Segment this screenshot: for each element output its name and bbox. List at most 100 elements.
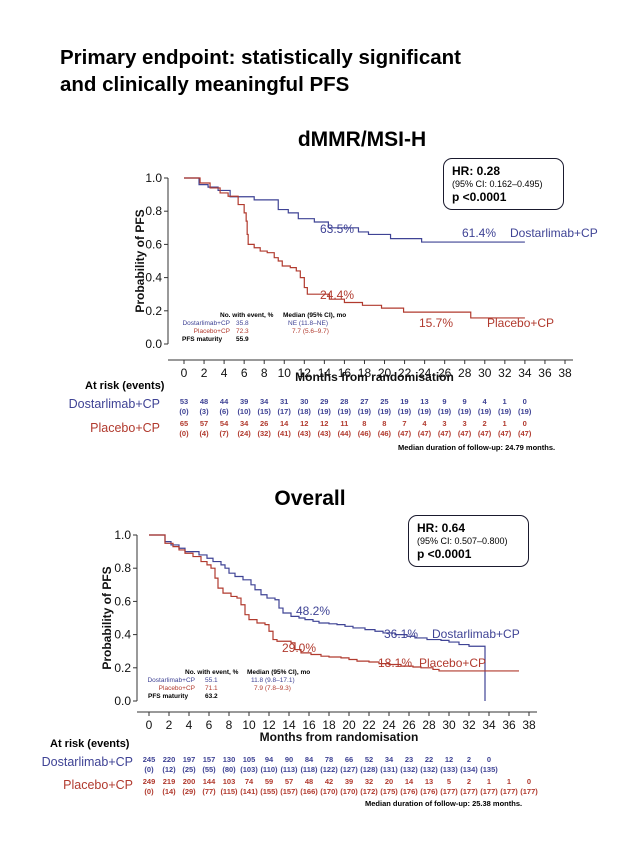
x-tick-label: 2	[201, 366, 208, 380]
at-risk-cell: 245 (0)	[137, 755, 161, 775]
page-title-line1: Primary endpoint: statistically signific…	[60, 46, 461, 69]
at-risk-events: (170)	[320, 787, 338, 796]
at-risk-cell: 1 (177)	[497, 777, 521, 797]
at-risk-events: (115)	[220, 787, 238, 796]
at-risk-count: 34	[239, 419, 249, 428]
event-table-overall: No. with event, % Median (95% CI), mo Do…	[130, 669, 340, 701]
at-risk-count: 53	[179, 397, 189, 406]
x-tick-label: 2	[166, 718, 173, 732]
at-risk-events: (47)	[477, 429, 492, 438]
at-risk-count: 54	[219, 419, 229, 428]
at-risk-count: 32	[364, 777, 374, 786]
at-risk-cell: 31 (17)	[272, 397, 296, 417]
series-label: Dostarlimab+CP	[432, 627, 520, 641]
at-risk-count: 0	[526, 777, 532, 786]
at-risk-cell: 53 (0)	[172, 397, 196, 417]
at-risk-cell: 12 (133)	[437, 755, 461, 775]
at-risk-events: (17)	[277, 407, 291, 416]
at-risk-count: 5	[446, 777, 452, 786]
y-tick-label: 0.6	[145, 237, 162, 251]
at-risk-count: 1	[502, 419, 507, 428]
at-risk-count: 0	[522, 397, 527, 406]
km-curve-dostarlimab-cp	[184, 177, 525, 243]
x-tick-label: 24	[418, 366, 432, 380]
x-tick-label: 36	[538, 366, 552, 380]
at-risk-count: 65	[179, 419, 189, 428]
x-tick-label: 18	[358, 366, 372, 380]
at-risk-cell: 30 (18)	[292, 397, 316, 417]
at-risk-count: 4	[482, 397, 487, 406]
at-risk-cell: 11 (44)	[332, 419, 356, 439]
x-tick-label: 28	[458, 366, 472, 380]
percent-annotation: 18.1%	[378, 656, 412, 670]
percent-annotation: 63.5%	[320, 222, 354, 236]
at-risk-events: (15)	[257, 407, 271, 416]
followup-note-overall: Median duration of follow-up: 25.38 mont…	[365, 799, 523, 808]
at-risk-cell: 0 (135)	[477, 755, 501, 775]
at-risk-cell: 90 (113)	[277, 755, 301, 775]
at-risk-count: 1	[502, 397, 507, 406]
at-risk-cell: 4 (19)	[473, 397, 497, 417]
at-risk-events: (172)	[360, 787, 378, 796]
at-risk-cell: 8 (46)	[372, 419, 396, 439]
y-tick-label: 0.8	[145, 204, 162, 218]
at-risk-events: (46)	[357, 429, 372, 438]
percent-annotation: 61.4%	[462, 226, 496, 240]
at-risk-events: (55)	[202, 765, 216, 774]
at-risk-count: 9	[462, 397, 467, 406]
at-risk-count: 249	[142, 777, 156, 786]
percent-annotation: 48.2%	[296, 604, 330, 618]
x-tick-label: 16	[302, 718, 316, 732]
at-risk-count: 29	[320, 397, 329, 406]
x-tick-label: 0	[146, 718, 153, 732]
at-risk-count: 84	[304, 755, 314, 764]
y-tick-label: 0.4	[145, 271, 162, 285]
at-risk-events: (113)	[280, 765, 298, 774]
at-risk-events: (19)	[518, 407, 532, 416]
chart-title-overall: Overall	[274, 487, 346, 510]
at-risk-cell: 9 (19)	[433, 397, 457, 417]
y-tick-label: 0.8	[114, 561, 131, 575]
at-risk-events: (127)	[340, 765, 358, 774]
at-risk-count: 13	[420, 397, 429, 406]
at-risk-events: (47)	[417, 429, 432, 438]
page-title-line2: and clinically meaningful PFS	[60, 73, 350, 96]
at-risk-heading-dmmr: At risk (events)	[85, 380, 165, 392]
x-tick-label: 18	[322, 718, 336, 732]
at-risk-count: 31	[280, 397, 289, 406]
at-risk-events: (170)	[340, 787, 358, 796]
at-risk-count: 23	[404, 755, 414, 764]
km-curve-placebo-cp	[184, 177, 525, 319]
at-risk-cell: 12 (43)	[312, 419, 336, 439]
at-risk-events: (19)	[397, 407, 412, 416]
at-risk-cell: 2 (134)	[457, 755, 481, 775]
at-risk-count: 245	[142, 755, 156, 764]
at-risk-count: 34	[384, 755, 394, 764]
at-risk-cell: 27 (19)	[352, 397, 376, 417]
at-risk-cell: 34 (24)	[232, 419, 256, 439]
at-risk-events: (177)	[460, 787, 478, 796]
at-risk-count: 90	[284, 755, 294, 764]
at-risk-count: 8	[382, 419, 387, 428]
at-risk-cell: 28 (19)	[332, 397, 356, 417]
at-risk-cell: 52 (128)	[357, 755, 381, 775]
at-risk-events: (29)	[182, 787, 196, 796]
y-tick-label: 0.6	[114, 594, 131, 608]
at-risk-cell: 0 (19)	[513, 397, 537, 417]
at-risk-events: (14)	[162, 787, 176, 796]
x-tick-label: 34	[518, 366, 532, 380]
percent-annotation: 29.0%	[282, 641, 316, 655]
at-risk-events: (135)	[480, 765, 498, 774]
at-risk-count: 48	[304, 777, 314, 786]
p-value: p <0.0001	[417, 547, 472, 561]
at-risk-count: 197	[182, 755, 196, 764]
at-risk-count: 52	[364, 755, 374, 764]
at-risk-cell: 13 (176)	[417, 777, 441, 797]
y-tick-label: 0.2	[145, 304, 162, 318]
at-risk-count: 4	[422, 419, 427, 428]
at-risk-count: 57	[199, 419, 209, 428]
at-risk-count: 3	[442, 419, 447, 428]
at-risk-events: (177)	[520, 787, 538, 796]
x-tick-label: 10	[242, 718, 256, 732]
x-axis-label: Months from randomisation	[260, 730, 419, 744]
